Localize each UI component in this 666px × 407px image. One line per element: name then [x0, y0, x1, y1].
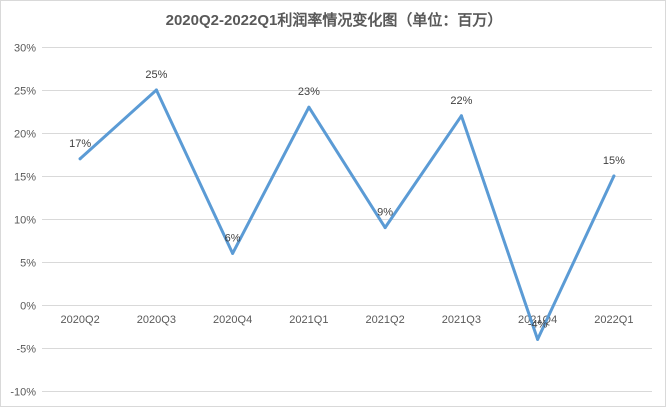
- data-label: -4%: [528, 318, 548, 330]
- y-axis-tick-labels: -10% -5% 0% 5% 10% 15% 20% 25% 30%: [10, 43, 36, 399]
- data-label: 23%: [298, 86, 320, 98]
- x-tick-label: 2022Q1: [594, 314, 633, 326]
- y-tick-label: 10%: [14, 215, 36, 227]
- data-point: [231, 251, 235, 255]
- y-tick-label: 30%: [14, 43, 36, 55]
- y-tick-label: 0%: [20, 301, 36, 313]
- data-point: [154, 88, 158, 92]
- data-point: [78, 157, 82, 161]
- y-tick-label: 15%: [14, 172, 36, 184]
- x-tick-label: 2020Q2: [61, 314, 100, 326]
- y-tick-label: 5%: [20, 258, 36, 270]
- data-point: [383, 226, 387, 230]
- data-point: [459, 114, 463, 118]
- y-tick-label: 25%: [14, 86, 36, 98]
- x-tick-label: 2021Q1: [289, 314, 328, 326]
- x-axis-tick-labels: 2020Q2 2020Q3 2020Q4 2021Q1 2021Q2 2021Q3 2021…: [61, 314, 634, 326]
- y-tick-label: 20%: [14, 129, 36, 141]
- y-tick-label: -5%: [16, 344, 36, 356]
- x-tick-label: 2021Q2: [366, 314, 405, 326]
- gridlines: [42, 47, 652, 392]
- data-label: 22%: [450, 95, 472, 107]
- series-group: [78, 88, 616, 341]
- data-label: 6%: [225, 232, 241, 244]
- x-tick-label: 2021Q3: [442, 314, 481, 326]
- data-label: 25%: [145, 69, 167, 81]
- chart-title: 2020Q2-2022Q1利润率情况变化图（单位：百万）: [165, 12, 503, 29]
- data-labels: 17% 25% 6% 23% 9% 22% -4% 15%: [69, 69, 625, 330]
- x-tick-label: 2020Q4: [213, 314, 252, 326]
- series-line: [78, 88, 616, 341]
- y-tick-label: -10%: [10, 387, 36, 399]
- data-point: [307, 105, 311, 109]
- data-label: 9%: [377, 207, 393, 219]
- x-tick-label: 2020Q3: [137, 314, 176, 326]
- data-label: 15%: [603, 155, 625, 167]
- data-point: [536, 337, 540, 341]
- data-point: [612, 174, 616, 178]
- data-label: 17%: [69, 138, 91, 150]
